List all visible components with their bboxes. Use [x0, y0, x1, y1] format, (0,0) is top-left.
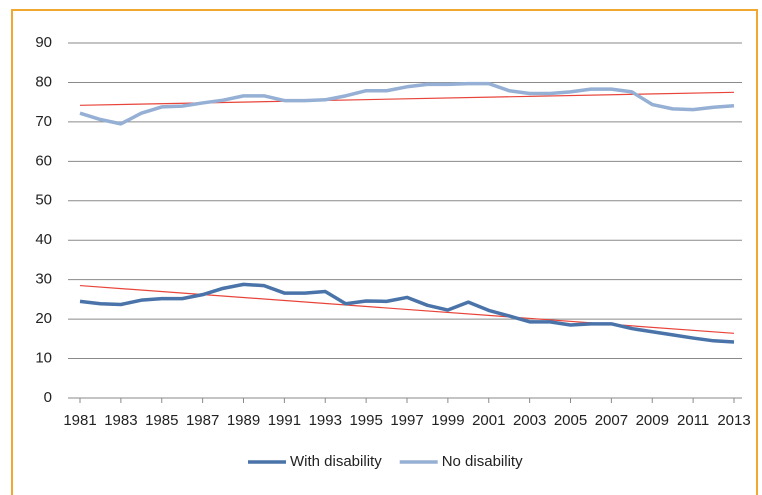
x-tick-label: 2001 [472, 412, 505, 429]
x-tick-label: 1981 [63, 412, 96, 429]
x-tick-label: 1993 [309, 412, 342, 429]
y-tick-label: 60 [35, 152, 52, 169]
x-tick-label: 2005 [554, 412, 587, 429]
x-tick-label: 2013 [717, 412, 750, 429]
y-tick-label: 80 [35, 73, 52, 90]
x-tick-label: 1987 [186, 412, 219, 429]
x-tick-label: 2003 [513, 412, 546, 429]
y-tick-label: 50 [35, 192, 52, 209]
x-tick-label: 1997 [390, 412, 423, 429]
trend-line [79, 91, 735, 106]
y-tick-label: 70 [35, 113, 52, 130]
x-tick-label: 1995 [349, 412, 382, 429]
series-line [79, 282, 735, 344]
y-tick-label: 40 [35, 231, 52, 248]
x-tick-label: 2007 [595, 412, 628, 429]
x-tick-label: 1999 [431, 412, 464, 429]
x-tick-label: 2009 [636, 412, 669, 429]
y-tick-label: 30 [35, 271, 52, 288]
y-tick-label: 20 [35, 310, 52, 327]
x-tick-label: 2011 [677, 412, 709, 429]
x-tick-label: 1985 [145, 412, 178, 429]
y-tick-label: 90 [35, 34, 52, 51]
x-tick-label: 1989 [227, 412, 260, 429]
y-tick-label: 10 [35, 350, 52, 367]
legend-label: No disability [442, 453, 523, 470]
series-line [79, 81, 735, 126]
legend-label: With disability [290, 453, 382, 470]
y-tick-label: 0 [44, 389, 52, 406]
x-tick-label: 1991 [268, 412, 301, 429]
x-tick-label: 1983 [104, 412, 137, 429]
frame [11, 9, 758, 495]
trend-line [79, 284, 735, 334]
